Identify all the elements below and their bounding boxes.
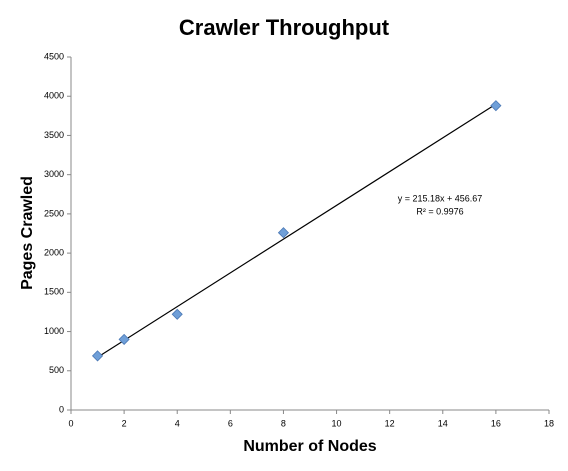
chart-title: Crawler Throughput (179, 15, 390, 40)
y-tick-label: 1000 (44, 326, 64, 336)
trendline-r-squared: R² = 0.9976 (416, 206, 463, 216)
trendline-equation: y = 215.18x + 456.67 (398, 193, 483, 203)
data-point (118, 333, 130, 345)
x-tick-label: 6 (228, 418, 233, 428)
data-point (91, 350, 104, 362)
data-point (171, 308, 183, 320)
x-tick-label: 0 (68, 418, 73, 428)
y-tick-label: 1500 (44, 287, 64, 297)
y-tick-label: 4000 (44, 91, 64, 101)
y-axis-title: Pages Crawled (19, 176, 36, 290)
x-tick-label: 10 (332, 418, 342, 428)
y-tick-label: 2500 (44, 208, 64, 218)
y-tick-label: 2000 (44, 247, 64, 257)
data-point (490, 100, 502, 112)
y-tick-label: 500 (49, 365, 64, 375)
x-tick-label: 12 (385, 418, 395, 428)
x-tick-label: 14 (438, 418, 448, 428)
trendline (97, 103, 497, 358)
y-tick-label: 0 (59, 404, 64, 414)
y-tick-label: 3000 (44, 169, 64, 179)
y-tick-label: 4500 (44, 51, 64, 61)
x-tick-label: 2 (122, 418, 127, 428)
x-tick-label: 8 (281, 418, 286, 428)
y-tick-label: 3500 (44, 130, 64, 140)
x-tick-label: 4 (175, 418, 180, 428)
data-point (277, 227, 290, 239)
x-tick-label: 16 (491, 418, 501, 428)
x-tick-label: 18 (544, 418, 554, 428)
x-axis-title: Number of Nodes (243, 438, 376, 455)
